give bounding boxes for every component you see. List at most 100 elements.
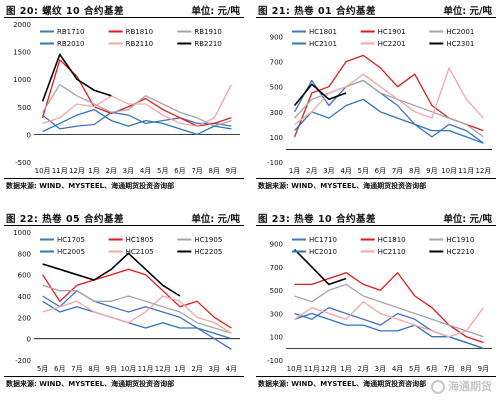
legend-label: RB1910 [194, 28, 221, 36]
x-tick-label: 5月 [157, 167, 168, 175]
y-tick-label: 700 [270, 59, 283, 67]
series-line-hc1810 [294, 272, 484, 344]
y-tick-label: 900 [270, 34, 283, 42]
source-rule [256, 178, 496, 179]
legend-label: HC2201 [378, 40, 406, 48]
y-tick-label: -100 [267, 159, 283, 167]
figure-title: 图 20: 螺纹 10 合约基差 [6, 6, 124, 17]
x-tick-label: 10月 [120, 365, 136, 373]
series-line-hc2210 [294, 248, 347, 286]
title-rule [4, 17, 244, 18]
unit-label: 单位: 元/吨 [443, 214, 492, 225]
basis-line-chart: -500 0 500 1000 1500 2000 10月 11月 12月 1月 2月 3月 4月 5月 6… [13, 21, 240, 175]
x-tick-label: 1月 [289, 167, 300, 175]
series-line-rb2210 [41, 53, 112, 102]
x-tick-label: 2月 [191, 365, 202, 373]
figure-title: 图 22: 热卷 05 合约基差 [6, 214, 124, 225]
x-tick-label: 8月 [88, 365, 99, 373]
y-tick-label: 100 [270, 334, 283, 342]
data-source: 数据来源: WIND、MYSTEEL、海通期货投资咨询部 [6, 380, 175, 388]
data-source: 数据来源: WIND、MYSTEEL、海通期货投资咨询部 [258, 380, 427, 388]
basis-line-chart: -100 100 300 500 700 900 10月 11月 12月 1月 2月 3月 4月 5月 6月… [267, 236, 492, 373]
series-line-hc2005 [42, 300, 232, 340]
x-tick-label: 9月 [426, 167, 437, 175]
x-tick-label: 5月 [37, 365, 48, 373]
panel-title-row: 图 23: 热卷 10 合约基差 单位: 元/吨 [252, 208, 500, 226]
legend-label: HC2205 [194, 248, 222, 256]
x-tick-label: 7月 [443, 365, 454, 373]
unit-label: 单位: 元/吨 [191, 214, 240, 225]
x-tick-label: 3月 [323, 167, 334, 175]
legend-label: RB2010 [57, 40, 84, 48]
y-tick-label: 1000 [13, 76, 31, 84]
x-tick-label: 10月 [441, 167, 457, 175]
series-line-hc2110 [294, 301, 484, 338]
y-tick-label: 900 [270, 241, 283, 249]
y-tick-label: 500 [270, 84, 283, 92]
x-tick-label: 10月 [35, 167, 51, 175]
x-tick-label: 7月 [392, 167, 403, 175]
legend-label: RB1810 [126, 28, 153, 36]
x-tick-label: 6月 [54, 365, 65, 373]
unit-label: 单位: 元/吨 [191, 6, 240, 17]
legend-label: HC1901 [378, 28, 406, 36]
legend-label: RB1710 [57, 28, 84, 36]
x-tick-label: 8月 [209, 167, 220, 175]
figure-title: 图 23: 热卷 10 合约基差 [258, 214, 376, 225]
y-tick-label: 800 [18, 250, 31, 258]
series-line-hc2301 [293, 83, 347, 107]
basis-line-chart: -200 0 200 400 600 800 1000 5月 6月 7月 8月 9月 10月 11月 12月… [13, 229, 240, 373]
title-rule [256, 17, 496, 18]
panel-title-row: 图 21: 热卷 01 合约基差 单位: 元/吨 [252, 0, 500, 18]
x-tick-label: 10月 [287, 365, 303, 373]
x-tick-label: 11月 [138, 365, 154, 373]
series-line-hc1805 [42, 268, 232, 329]
y-tick-label: 300 [270, 310, 283, 318]
title-rule [4, 225, 244, 226]
x-tick-label: 11月 [458, 167, 474, 175]
y-tick-label: 400 [18, 293, 31, 301]
legend-label: HC1810 [378, 236, 406, 244]
y-tick-label: 0 [27, 131, 31, 139]
x-tick-label: 2月 [306, 167, 317, 175]
panel-title-row: 图 22: 热卷 05 合约基差 单位: 元/吨 [0, 208, 248, 226]
x-tick-label: 4月 [392, 365, 403, 373]
y-tick-label: 500 [18, 104, 31, 112]
x-tick-label: 2月 [106, 167, 117, 175]
x-tick-label: 12月 [321, 365, 337, 373]
x-tick-label: 11月 [304, 365, 320, 373]
y-tick-label: -100 [267, 357, 283, 365]
legend-label: HC1710 [309, 236, 337, 244]
source-rule [256, 376, 496, 377]
y-tick-label: 1500 [13, 49, 31, 57]
x-tick-label: 1月 [174, 365, 185, 373]
x-tick-label: 9月 [106, 365, 117, 373]
legend-label: HC2210 [446, 248, 474, 256]
series-line-hc2001 [294, 79, 484, 138]
legend-label: HC2001 [446, 28, 474, 36]
legend-label: HC2101 [309, 40, 337, 48]
series-line-rb1710 [42, 111, 232, 130]
x-tick-label: 8月 [461, 365, 472, 373]
x-tick-label: 6月 [426, 365, 437, 373]
series-line-hc1910 [294, 283, 484, 338]
x-tick-label: 3月 [209, 365, 220, 373]
y-tick-label: 2000 [13, 21, 31, 29]
series-line-hc1710 [294, 306, 484, 350]
source-rule [4, 178, 244, 179]
y-tick-label: 500 [270, 287, 283, 295]
x-tick-label: 4月 [226, 365, 237, 373]
x-tick-label: 3月 [375, 365, 386, 373]
data-source: 数据来源: WIND、MYSTEEL、海通期货投资咨询部 [258, 182, 427, 190]
x-tick-label: 12月 [475, 167, 491, 175]
x-tick-label: 12月 [69, 167, 85, 175]
x-tick-label: 11月 [52, 167, 68, 175]
watermark: 海通期货 [431, 378, 492, 394]
series-line-hc1801 [294, 79, 484, 144]
y-tick-label: 700 [270, 264, 283, 272]
panel-title-row: 图 20: 螺纹 10 合约基差 单位: 元/吨 [0, 0, 248, 18]
legend-label: RB2210 [194, 40, 221, 48]
chart-panel-rb10: 图 20: 螺纹 10 合约基差 单位: 元/吨 -500 0 500 1000 150… [0, 0, 248, 200]
legend-label: HC1801 [309, 28, 337, 36]
x-tick-label: 6月 [375, 167, 386, 175]
